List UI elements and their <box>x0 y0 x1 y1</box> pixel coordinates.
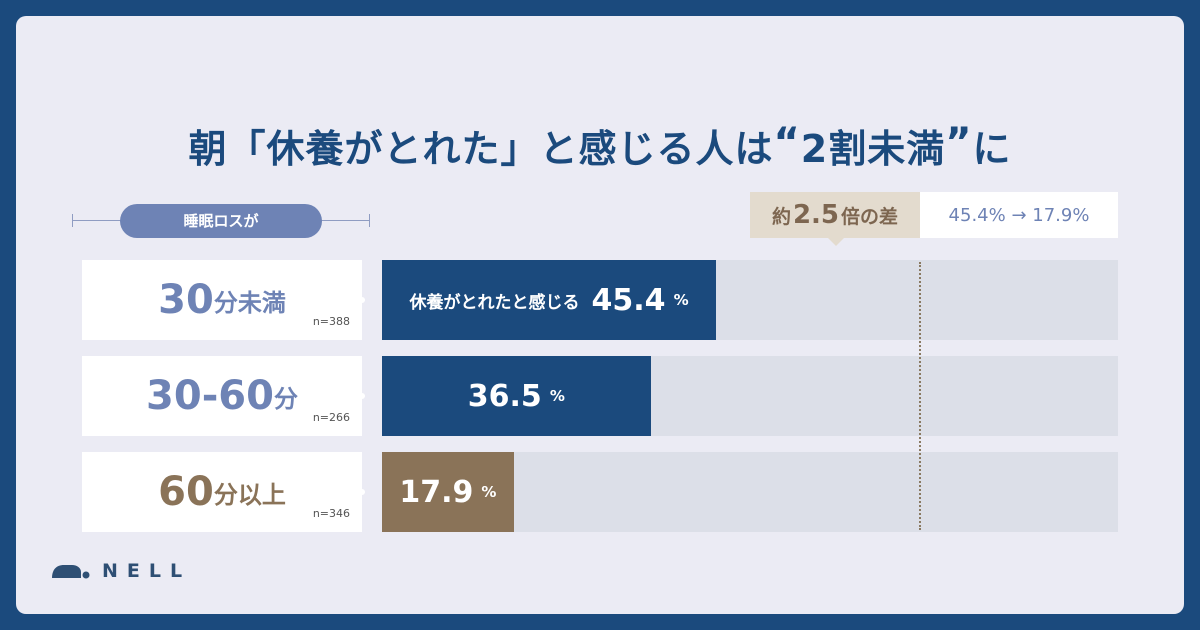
connector-dot <box>359 297 365 303</box>
bar-value: 45.4 <box>591 282 666 318</box>
legend-pill: 睡眠ロスが <box>120 204 322 238</box>
category-unit: 分未満 <box>213 288 286 317</box>
bar-prefix-text: 休養がとれたと感じる <box>409 292 580 313</box>
category-label-row: 60 分以上 n=346 <box>82 452 365 532</box>
bar <box>382 452 514 532</box>
nell-logo-icon <box>52 565 90 579</box>
difference-callout: 約 2.5 倍の差 <box>750 192 920 238</box>
reference-dotted-line <box>919 262 922 530</box>
sample-size: n=266 <box>312 411 350 424</box>
bar-track: 休養がとれたと感じる 45.4% <box>382 260 1118 340</box>
category-label: 30-60 分 <box>82 356 362 436</box>
category-unit: 分以上 <box>213 480 286 509</box>
bar-value: 36.5 <box>467 378 542 414</box>
connector-dot <box>359 489 365 495</box>
legend-tick-right <box>369 214 370 227</box>
bar-track: 17.9% <box>382 452 1118 532</box>
sample-size: n=388 <box>312 315 350 328</box>
legend-header: 睡眠ロスが <box>72 202 370 242</box>
callout-prefix: 約 <box>771 205 791 228</box>
bar <box>382 356 651 436</box>
bar-value: 17.9 <box>399 474 474 510</box>
bar-value-label: 36.5% <box>382 356 651 436</box>
sample-size: n=346 <box>312 507 350 520</box>
category-number: 30 <box>158 277 214 323</box>
callout-suffix: 倍の差 <box>841 205 899 228</box>
category-number: 60 <box>158 469 214 515</box>
category-unit: 分 <box>273 384 298 413</box>
bar-value-label: 17.9% <box>382 452 514 532</box>
callout-comparison: 45.4% → 17.9% <box>920 192 1118 238</box>
bar <box>382 260 717 340</box>
chart-title: 朝「休養がとれた」と感じる人は“2割未満”に <box>188 120 1012 171</box>
category-label: 30 分未満 <box>82 260 362 340</box>
percent-sign: % <box>673 291 689 309</box>
legend-tick-left <box>72 214 73 227</box>
percent-sign: % <box>549 387 565 405</box>
connector-dot <box>359 393 365 399</box>
bar-value-label: 休養がとれたと感じる 45.4% <box>382 260 716 340</box>
category-label-row: 30-60 分 n=266 <box>82 356 365 436</box>
category-number: 30-60 <box>146 373 274 419</box>
brand-name: NELL <box>102 560 192 582</box>
callout-pointer <box>828 238 844 246</box>
category-label-row: 30 分未満 n=388 <box>82 260 365 340</box>
category-label: 60 分以上 <box>82 452 362 532</box>
brand-logo: NELL <box>50 560 191 582</box>
bar-track: 36.5% <box>382 356 1118 436</box>
callout-value: 2.5 <box>792 200 840 230</box>
percent-sign: % <box>481 483 497 501</box>
